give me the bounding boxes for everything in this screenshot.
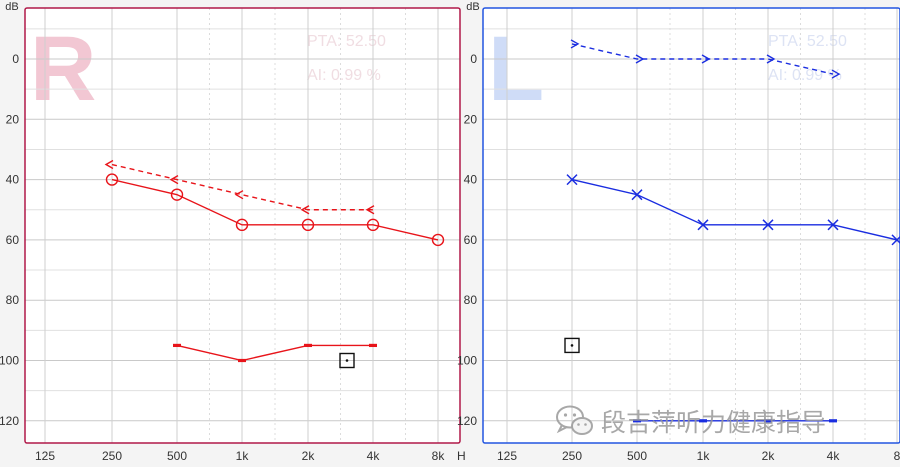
x-tick-label: 500 (627, 449, 647, 463)
y-tick-label: 20 (464, 112, 478, 126)
data-point-arrow (701, 54, 711, 64)
y-tick-label: 60 (6, 233, 20, 247)
x-tick-label: 4k (827, 449, 841, 463)
data-point-bracket (238, 358, 246, 363)
data-point-arrow (365, 205, 375, 215)
data-point-bracket (633, 419, 641, 423)
data-point-arrow (766, 54, 776, 64)
boxed-symbol-dot (570, 344, 574, 347)
ear-letter-watermark: R (30, 18, 96, 120)
series-bracket (633, 419, 837, 423)
wechat-icon (556, 405, 593, 435)
right-ear-audiogram: R PTA: 52.50 AI: 0.99 % dB 0 20 40 60 80 100 120 12… (0, 1, 466, 463)
series-arrow-right (570, 39, 841, 79)
data-point-circle (170, 188, 184, 201)
data-point-bracket (173, 343, 181, 348)
data-point-arrow (104, 159, 114, 170)
y-tick-label: 0 (470, 52, 477, 66)
data-point-x (827, 219, 839, 231)
y-tick-label: 120 (0, 414, 19, 428)
x-tick-label: 250 (102, 449, 122, 463)
y-tick-label: 100 (457, 354, 477, 368)
data-point-arrow (831, 69, 841, 79)
x-tick-label: 2k (302, 449, 316, 463)
x-tick-label: 2k (762, 449, 776, 463)
series-line (571, 43, 834, 75)
data-point-x (697, 219, 709, 231)
x-tick-label: 1k (697, 449, 711, 463)
series-line (571, 178, 898, 241)
ai-value: AI: 0.99 % (768, 67, 842, 84)
data-point-circle (301, 218, 315, 232)
series-bracket (173, 343, 377, 363)
y-tick-label: 80 (464, 293, 478, 307)
x-tick-label: 4k (367, 449, 381, 463)
watermark: 段吉萍听力健康指导 (555, 403, 826, 439)
y-tick-label: 100 (0, 354, 19, 368)
data-point-x (631, 189, 643, 201)
series-line (111, 178, 439, 241)
data-point-arrow (570, 39, 580, 49)
x-tick-label: 125 (35, 449, 55, 463)
plot-frame (482, 7, 900, 444)
series-arrow-left (104, 159, 375, 215)
ai-value: AI: 0.99 % (307, 67, 381, 84)
x-tick-label: 8k (432, 449, 446, 463)
boxed-symbol (339, 352, 355, 369)
x-tick-label: 500 (167, 449, 187, 463)
data-point-arrow (169, 174, 179, 185)
data-point-arrow (635, 54, 645, 64)
y-tick-label: 40 (464, 173, 478, 187)
y-axis-unit: dB (466, 1, 479, 13)
data-point-bracket (304, 343, 312, 348)
ear-letter-watermark: L (488, 18, 544, 120)
y-axis-unit: dB (5, 1, 18, 13)
series-circle (105, 173, 445, 247)
y-tick-label: 40 (6, 173, 20, 187)
y-tick-label: 0 (12, 52, 19, 66)
plot-frame (24, 7, 461, 444)
data-point-arrow (234, 190, 244, 200)
y-tick-label: 80 (6, 293, 20, 307)
data-point-circle (431, 233, 445, 247)
x-tick-label: 250 (562, 449, 582, 463)
data-point-x (566, 174, 578, 186)
boxed-symbol (564, 337, 580, 354)
data-point-x (891, 234, 900, 246)
x-axis-unit: H (457, 449, 466, 463)
pta-value: PTA: 52.50 (768, 33, 847, 50)
left-ear-audiogram: L PTA: 52.50 AI: 0.99 % dB 0 20 40 60 80 100 120 12… (457, 1, 900, 463)
data-point-bracket (369, 343, 377, 348)
watermark-text: 段吉萍听力健康指导 (601, 408, 827, 437)
x-tick-label: 1k (236, 449, 250, 463)
x-tick-label: 125 (497, 449, 517, 463)
data-point-x (762, 219, 774, 231)
data-point-circle (105, 173, 119, 186)
series-x (566, 174, 900, 246)
pta-value: PTA: 52.50 (307, 33, 386, 50)
data-point-circle (366, 218, 380, 232)
x-tick-label: 8 (894, 449, 900, 463)
boxed-symbol-dot (345, 359, 349, 362)
series-line (176, 344, 373, 362)
data-point-bracket (699, 419, 707, 423)
data-point-circle (235, 218, 249, 232)
y-tick-label: 120 (457, 414, 477, 428)
y-tick-label: 20 (6, 112, 20, 126)
data-point-arrow (300, 205, 310, 215)
data-point-bracket (764, 419, 772, 423)
y-tick-label: 60 (464, 233, 478, 247)
data-point-bracket (829, 419, 837, 423)
